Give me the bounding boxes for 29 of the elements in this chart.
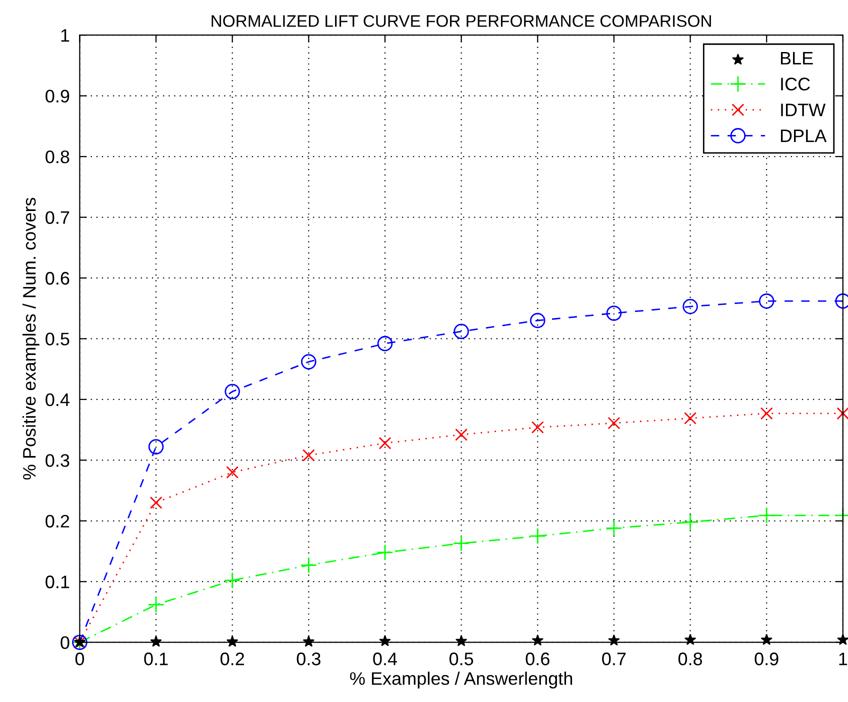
x-axis-title: % Examples / Answerlength [350, 672, 572, 688]
y-tick-label: 0.6 [46, 272, 70, 285]
legend-label: DPLA [780, 130, 827, 142]
y-tick-label: 0.3 [46, 454, 70, 467]
y-tick-label: 0.8 [46, 150, 70, 164]
legend-label: BLE [780, 52, 813, 64]
x-tick-label: 0.5 [449, 652, 474, 666]
y-tick-label: 0.9 [46, 90, 70, 103]
y-tick-label: 0 [60, 636, 70, 650]
x-tick-label: 0.8 [678, 652, 702, 666]
x-tick-label: 0.3 [296, 652, 320, 666]
x-tick-label: 0 [75, 652, 84, 666]
y-tick-label: 0.2 [46, 514, 70, 528]
x-tick-label: 0.6 [526, 652, 550, 666]
x-tick-label: 0.1 [144, 652, 168, 666]
y-tick-label: 0.4 [46, 393, 70, 406]
y-axis-title: % Positive examples / Num. covers [22, 198, 40, 480]
x-tick-label: 0.9 [754, 652, 778, 666]
y-tick-label: 0.1 [46, 576, 70, 588]
chart-title: NORMALIZED LIFT CURVE FOR PERFORMANCE COMPARISON [212, 15, 711, 27]
x-tick-label: 0.7 [602, 652, 626, 666]
legend-label: ICC [781, 78, 810, 90]
x-tick-label: 1 [839, 652, 848, 666]
y-tick-label: 0.5 [46, 332, 70, 346]
y-tick-label: 0.7 [46, 211, 70, 224]
legend-label: IDTW [781, 104, 826, 116]
x-tick-label: 0.4 [373, 652, 398, 666]
y-tick-label: 1 [61, 29, 70, 42]
x-tick-label: 0.2 [220, 652, 244, 666]
